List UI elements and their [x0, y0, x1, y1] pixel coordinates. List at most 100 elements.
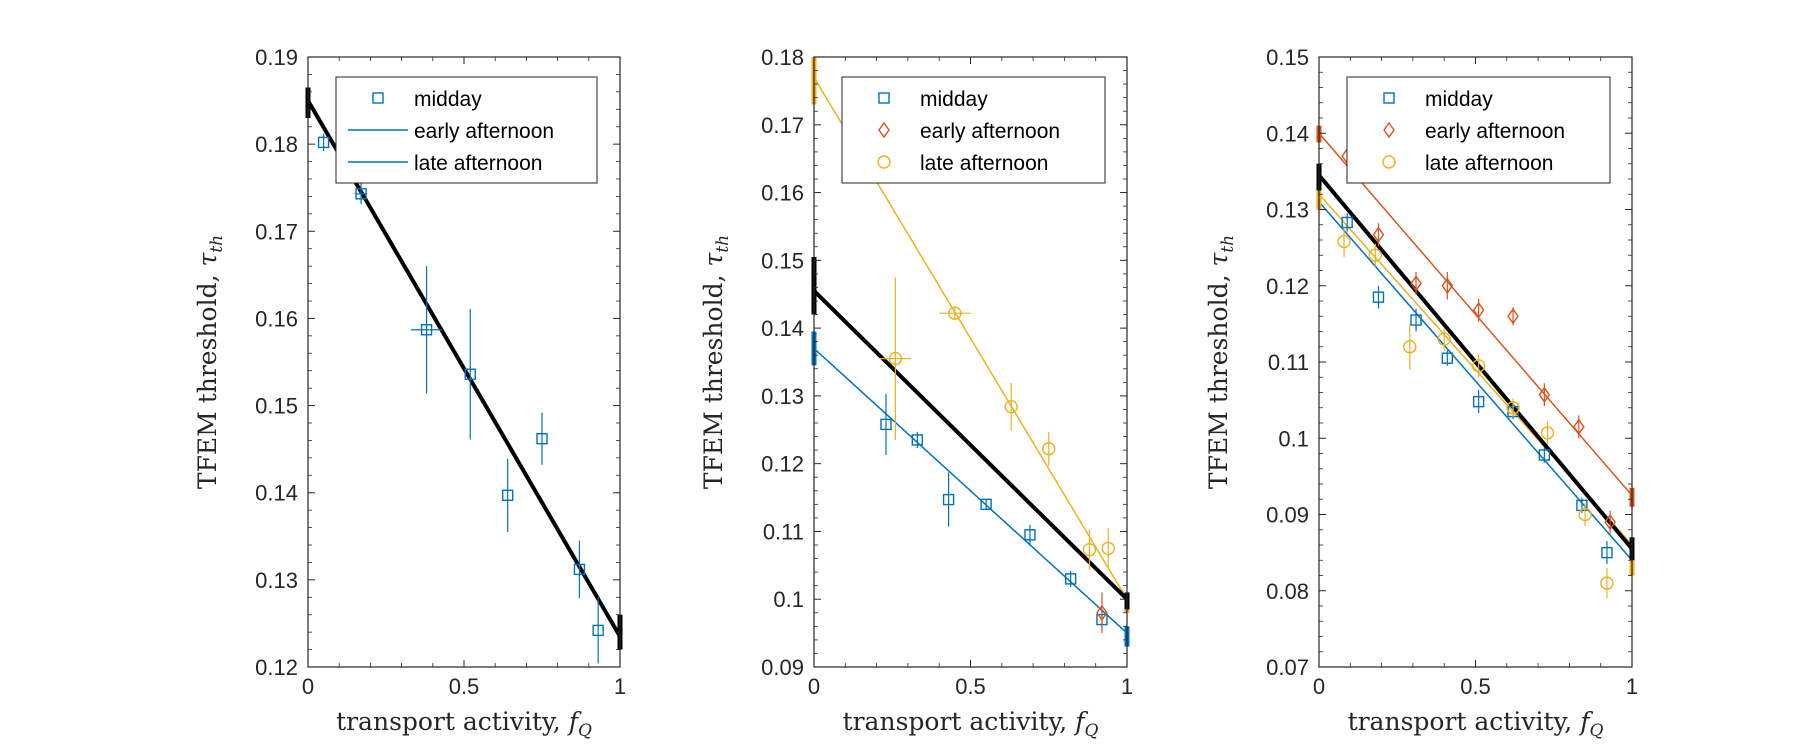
y-tick-label: 0.16	[761, 181, 804, 206]
y-axis-label-subscript: th	[713, 235, 733, 253]
legend-marker	[878, 121, 890, 139]
fit-line-fit-all	[306, 99, 622, 638]
data-point	[1101, 541, 1115, 556]
data-point	[1441, 352, 1454, 364]
y-tick-label: 0.14	[761, 316, 804, 341]
legend-label: late afternoon	[920, 152, 1048, 175]
data-point	[1601, 546, 1613, 559]
legend: midday early afternoon late afternoon	[1346, 76, 1611, 184]
data-point	[1096, 604, 1108, 621]
data-point	[1538, 449, 1551, 461]
y-axis-label: TFEM threshold, τth	[193, 235, 227, 489]
fit-line-fit-all	[1317, 173, 1634, 551]
data-point	[501, 489, 514, 502]
y-tick-label: 0.14	[1266, 121, 1309, 146]
legend-label: early afternoon	[920, 120, 1060, 143]
data-point	[1004, 400, 1018, 414]
legend-marker	[878, 92, 890, 104]
data-point	[317, 136, 330, 149]
data-point	[464, 368, 476, 380]
series-early-afternoon	[1096, 592, 1108, 634]
y-tick-label: 0.09	[1266, 503, 1309, 528]
legend: midday early afternoon late afternoon	[841, 76, 1106, 184]
y-axis-label-text: TFEM threshold,	[193, 267, 222, 490]
data-point	[1372, 226, 1385, 243]
legend: midday early afternoon late afternoon	[335, 76, 598, 184]
y-tick-label: 0.08	[1266, 579, 1309, 604]
y-tick-label: 0.15	[1266, 45, 1309, 70]
y-tick-label: 0.12	[255, 655, 298, 680]
x-tick-label: 0.5	[449, 674, 480, 699]
y-axis-label-symbol: τ	[1204, 252, 1233, 267]
y-tick-label: 0.15	[761, 248, 804, 273]
data-point	[942, 493, 955, 506]
panel-1: 0.12 0.13 0.14 0.15 0.16 0.17 0.18 0.19 0 0.5 1 tra…	[193, 45, 626, 741]
y-tick-label: 0.12	[761, 452, 804, 477]
legend-label: late afternoon	[414, 152, 542, 175]
y-tick-label: 0.1	[773, 587, 804, 612]
x-axis-label-symbol: f	[1578, 707, 1593, 736]
fit-line-fit-all	[812, 289, 1129, 601]
y-axis-label: TFEM threshold, τth	[1204, 235, 1238, 489]
data-point	[1538, 386, 1551, 403]
data-point	[1403, 340, 1417, 354]
y-axis-label-subscript: th	[1218, 235, 1238, 253]
data-point	[1578, 507, 1592, 522]
data-point	[1472, 395, 1485, 408]
series-midday	[317, 133, 604, 664]
x-axis-label: transport activity, fQ	[843, 707, 1099, 741]
data-point	[1410, 314, 1422, 326]
legend-marker	[1383, 92, 1395, 104]
legend-marker	[877, 155, 891, 169]
legend-box	[335, 76, 598, 184]
data-point	[1472, 301, 1485, 319]
data-point	[1410, 275, 1422, 292]
x-axis-label-subscript: Q	[1084, 721, 1098, 741]
x-axis-label: transport activity, fQ	[1348, 707, 1604, 741]
data-point	[1042, 442, 1056, 456]
x-axis-label-text: transport activity,	[1348, 707, 1581, 736]
fit-line-midday	[813, 347, 1128, 634]
data-point	[1024, 529, 1036, 541]
data-point	[1064, 573, 1077, 585]
data-point	[592, 624, 604, 637]
y-tick-label: 0.09	[761, 655, 804, 680]
y-tick-label: 0.11	[1268, 350, 1309, 375]
x-tick-label: 0.5	[955, 674, 986, 699]
x-axis-label-subscript: Q	[578, 721, 592, 741]
data-point	[1437, 332, 1451, 346]
panel-2: 0.09 0.1 0.11 0.12 0.13 0.14 0.15 0.16 0.17 0.18 0…	[699, 45, 1133, 741]
legend-box	[1346, 76, 1611, 184]
x-axis-label-symbol: f	[567, 707, 582, 736]
legend-label: early afternoon	[414, 120, 554, 143]
data-point	[420, 324, 433, 336]
x-axis-label-symbol: f	[1073, 707, 1088, 736]
legend-marker	[1382, 155, 1396, 169]
series-early-afternoon	[1341, 147, 1616, 534]
y-tick-label: 0.07	[1266, 655, 1309, 680]
data-point	[880, 418, 892, 431]
y-tick-label: 0.17	[761, 113, 804, 138]
y-tick-label: 0.17	[255, 219, 298, 244]
data-point	[980, 498, 992, 511]
x-tick-label: 1	[614, 674, 626, 699]
x-tick-label: 0	[302, 674, 314, 699]
data-point	[1082, 543, 1097, 557]
data-point	[536, 432, 548, 445]
legend-marker	[1383, 121, 1395, 139]
y-tick-label: 0.14	[255, 481, 298, 506]
x-tick-label: 0	[1313, 674, 1325, 699]
legend-label: midday	[414, 88, 482, 111]
y-axis-label-symbol: τ	[193, 252, 222, 267]
data-point	[1576, 499, 1588, 512]
data-point	[1441, 277, 1454, 294]
legend-marker	[372, 92, 384, 104]
data-point	[355, 188, 367, 200]
data-point	[1341, 216, 1353, 229]
legend-box	[841, 76, 1106, 184]
y-tick-label: 0.15	[255, 394, 298, 419]
legend-label: early afternoon	[1425, 120, 1565, 143]
data-point	[1507, 308, 1519, 325]
data-point	[1600, 576, 1614, 590]
